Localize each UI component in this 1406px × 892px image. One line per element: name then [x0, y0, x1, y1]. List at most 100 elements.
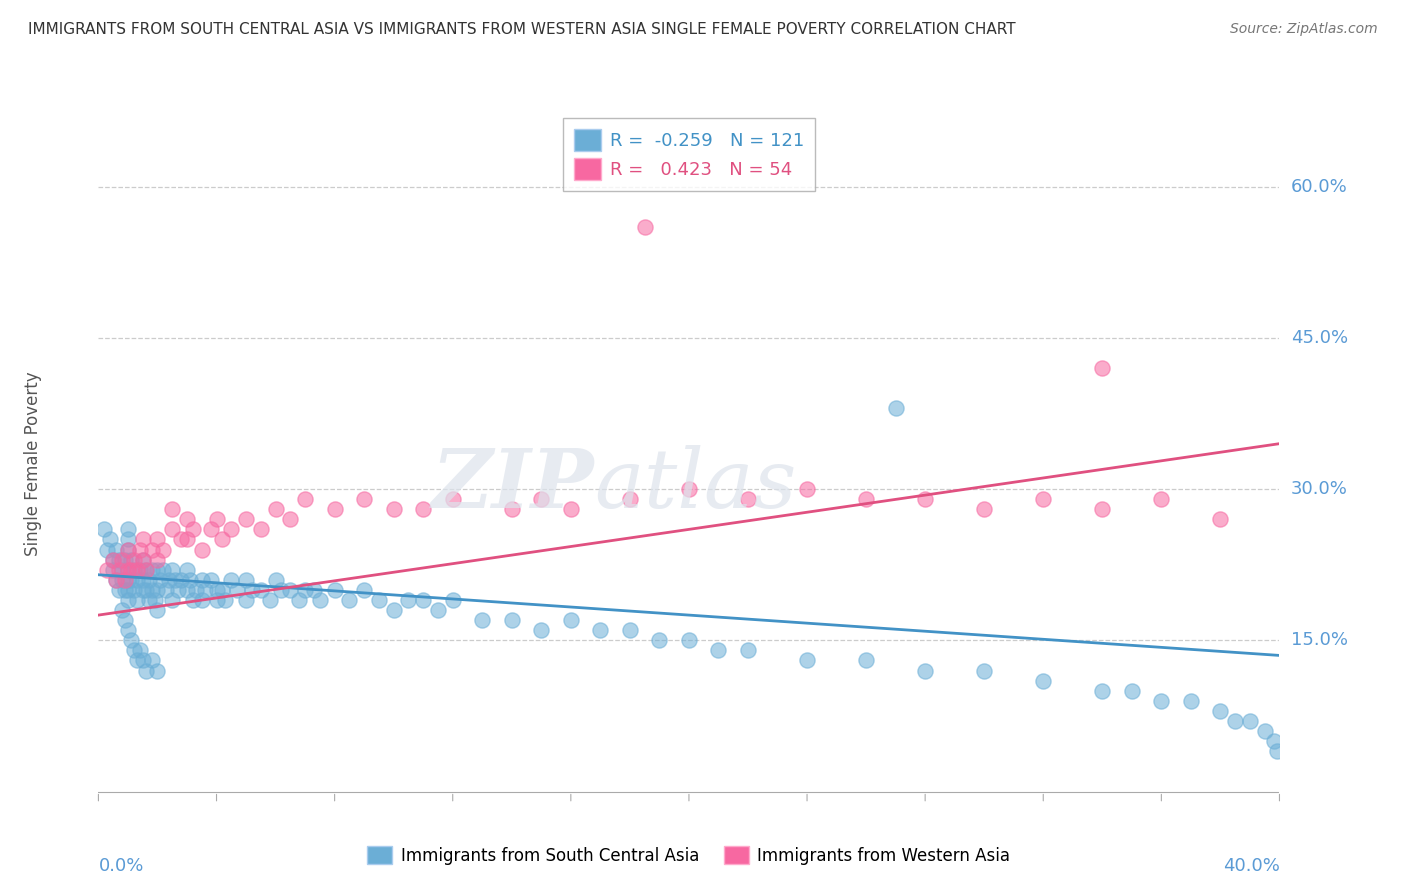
- Point: [105, 573, 128, 587]
- Point: [796, 482, 818, 496]
- Point: [1180, 694, 1202, 708]
- Point: [165, 573, 187, 587]
- Point: [117, 582, 139, 597]
- Point: [353, 582, 375, 597]
- Point: [560, 613, 582, 627]
- Point: [111, 603, 134, 617]
- Point: [122, 582, 145, 597]
- Text: Source: ZipAtlas.com: Source: ZipAtlas.com: [1230, 22, 1378, 37]
- Point: [176, 512, 198, 526]
- Point: [368, 593, 391, 607]
- Point: [1150, 492, 1173, 507]
- Point: [138, 573, 160, 587]
- Point: [1209, 704, 1232, 718]
- Point: [114, 582, 136, 597]
- Point: [122, 643, 145, 657]
- Point: [105, 573, 128, 587]
- Point: [98, 533, 121, 547]
- Point: [294, 582, 316, 597]
- Text: atlas: atlas: [595, 445, 797, 524]
- Point: [117, 593, 139, 607]
- Point: [264, 573, 287, 587]
- Point: [302, 582, 325, 597]
- Point: [141, 653, 163, 667]
- Point: [103, 552, 125, 566]
- Point: [146, 582, 169, 597]
- Point: [412, 593, 434, 607]
- Point: [530, 624, 553, 638]
- Point: [973, 502, 995, 516]
- Point: [132, 573, 155, 587]
- Point: [111, 573, 134, 587]
- Point: [278, 582, 302, 597]
- Point: [141, 563, 163, 577]
- Point: [501, 502, 523, 516]
- Text: Single Female Poverty: Single Female Poverty: [24, 372, 42, 556]
- Point: [1254, 724, 1277, 739]
- Point: [191, 542, 214, 557]
- Point: [176, 563, 198, 577]
- Point: [108, 552, 131, 566]
- Point: [117, 573, 139, 587]
- Point: [170, 533, 193, 547]
- Point: [167, 582, 190, 597]
- Point: [337, 593, 360, 607]
- Point: [181, 593, 204, 607]
- Point: [128, 643, 150, 657]
- Point: [1209, 512, 1232, 526]
- Point: [93, 522, 115, 536]
- Point: [135, 582, 157, 597]
- Point: [184, 582, 207, 597]
- Point: [132, 582, 155, 597]
- Point: [117, 522, 139, 536]
- Point: [235, 593, 257, 607]
- Point: [146, 664, 169, 678]
- Point: [737, 492, 759, 507]
- Point: [589, 624, 612, 638]
- Point: [117, 533, 139, 547]
- Point: [1032, 492, 1054, 507]
- Point: [162, 563, 183, 577]
- Point: [240, 582, 263, 597]
- Point: [796, 653, 818, 667]
- Point: [278, 512, 302, 526]
- Point: [1091, 361, 1114, 376]
- Point: [146, 563, 169, 577]
- Point: [914, 664, 936, 678]
- Point: [323, 502, 346, 516]
- Point: [270, 582, 292, 597]
- Point: [105, 542, 128, 557]
- Point: [1263, 734, 1285, 748]
- Text: IMMIGRANTS FROM SOUTH CENTRAL ASIA VS IMMIGRANTS FROM WESTERN ASIA SINGLE FEMALE: IMMIGRANTS FROM SOUTH CENTRAL ASIA VS IM…: [28, 22, 1015, 37]
- Point: [619, 492, 641, 507]
- Text: 0.0%: 0.0%: [98, 857, 143, 875]
- Point: [132, 552, 155, 566]
- Point: [264, 502, 287, 516]
- Point: [146, 603, 169, 617]
- Point: [235, 573, 257, 587]
- Point: [122, 552, 145, 566]
- Text: 60.0%: 60.0%: [1291, 178, 1347, 195]
- Point: [678, 633, 700, 648]
- Point: [146, 552, 169, 566]
- Point: [288, 593, 311, 607]
- Point: [211, 582, 233, 597]
- Point: [412, 502, 434, 516]
- Point: [128, 563, 150, 577]
- Point: [162, 522, 183, 536]
- Point: [135, 563, 157, 577]
- Point: [125, 593, 148, 607]
- Point: [181, 522, 204, 536]
- Point: [1032, 673, 1054, 688]
- Point: [122, 563, 145, 577]
- Point: [114, 552, 136, 566]
- Point: [96, 542, 118, 557]
- Point: [250, 582, 273, 597]
- Point: [560, 502, 582, 516]
- Point: [141, 542, 163, 557]
- Point: [855, 492, 877, 507]
- Point: [441, 492, 464, 507]
- Point: [155, 582, 177, 597]
- Point: [103, 563, 125, 577]
- Point: [120, 633, 142, 648]
